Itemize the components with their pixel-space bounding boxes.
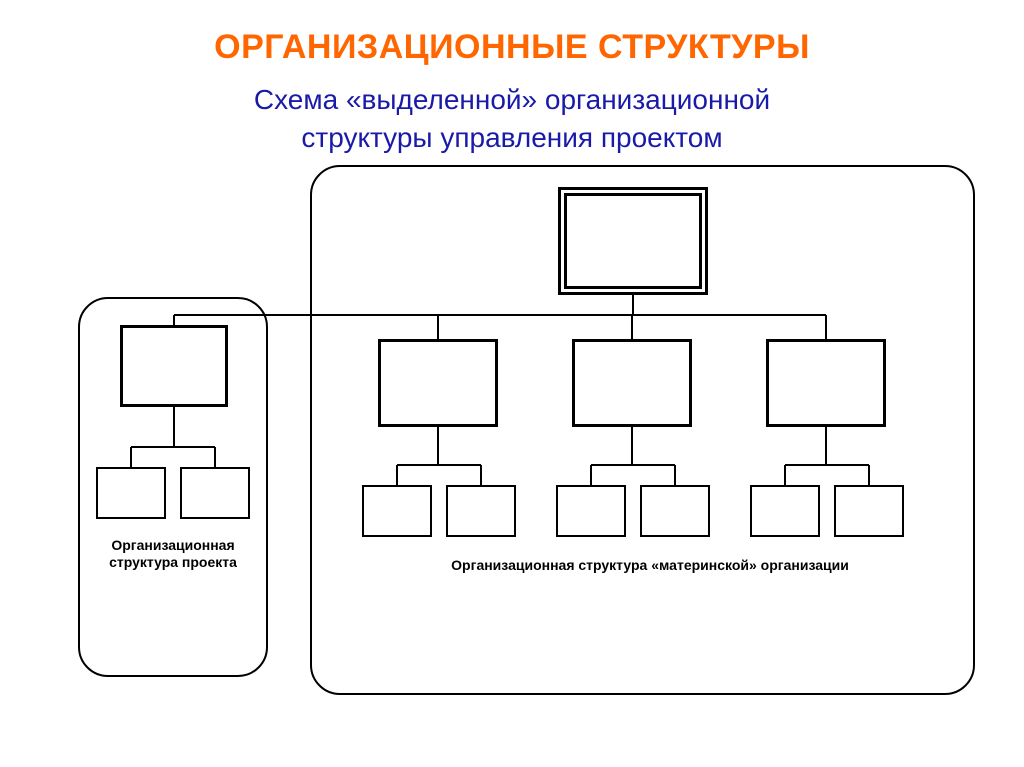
node-m1b bbox=[446, 485, 516, 537]
node-m3 bbox=[766, 339, 886, 427]
subtitle-line-2: структуры управления проектом bbox=[301, 122, 722, 153]
node-m2 bbox=[572, 339, 692, 427]
node-m3a bbox=[750, 485, 820, 537]
node-m2a bbox=[556, 485, 626, 537]
diagram-canvas: Организационнаяструктура проекта Организа… bbox=[0, 157, 1024, 717]
node-p_mid bbox=[120, 325, 228, 407]
caption-caption_parent: Организационная структура «материнской» … bbox=[390, 557, 910, 575]
page-subtitle: Схема «выделенной» организационной струк… bbox=[0, 67, 1024, 157]
subtitle-line-1: Схема «выделенной» организационной bbox=[254, 84, 770, 115]
caption-caption_project: Организационнаяструктура проекта bbox=[88, 537, 258, 572]
node-m3b bbox=[834, 485, 904, 537]
node-m2b bbox=[640, 485, 710, 537]
node-p_leaf2 bbox=[180, 467, 250, 519]
node-root bbox=[558, 187, 708, 295]
page-title: ОРГАНИЗАЦИОННЫЕ СТРУКТУРЫ bbox=[0, 0, 1024, 67]
node-m1a bbox=[362, 485, 432, 537]
node-m1 bbox=[378, 339, 498, 427]
node-p_leaf1 bbox=[96, 467, 166, 519]
